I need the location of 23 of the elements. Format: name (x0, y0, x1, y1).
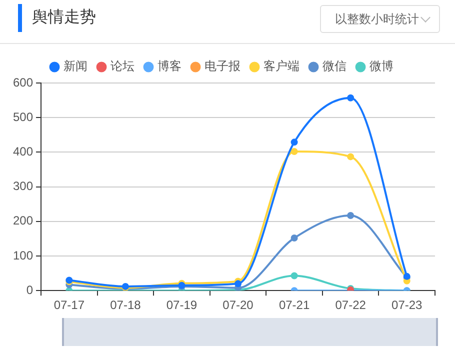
y-tick-label: 400 (12, 144, 34, 159)
legend-label: 博客 (158, 59, 182, 74)
x-tick-label: 07-17 (54, 298, 85, 312)
x-tick-label: 07-23 (392, 298, 423, 312)
x-tick-label: 07-18 (110, 298, 142, 312)
legend-label: 客户端 (264, 59, 300, 74)
y-tick-label: 200 (12, 214, 34, 228)
x-tick-label: 07-19 (166, 298, 198, 312)
y-tick-label: 100 (12, 248, 34, 262)
x-tick-label: 07-22 (335, 298, 366, 312)
y-tick-label: 500 (12, 110, 34, 124)
y-tick-label: 600 (12, 75, 34, 90)
legend-label: 论坛 (110, 59, 134, 74)
y-tick-label: 300 (12, 179, 34, 194)
chart-title: 舆情走势 (32, 7, 96, 28)
legend-label: 微博 (370, 59, 394, 74)
legend-label: 电子报 (204, 59, 240, 74)
x-tick-label: 07-20 (222, 298, 254, 312)
legend-label: 新闻 (64, 59, 88, 74)
dropdown-field: 以整数小时统计 (320, 5, 440, 33)
x-tick-label: 07-21 (278, 298, 310, 312)
y-tick-label: 0 (26, 282, 34, 297)
legend-label: 微信 (322, 59, 346, 74)
